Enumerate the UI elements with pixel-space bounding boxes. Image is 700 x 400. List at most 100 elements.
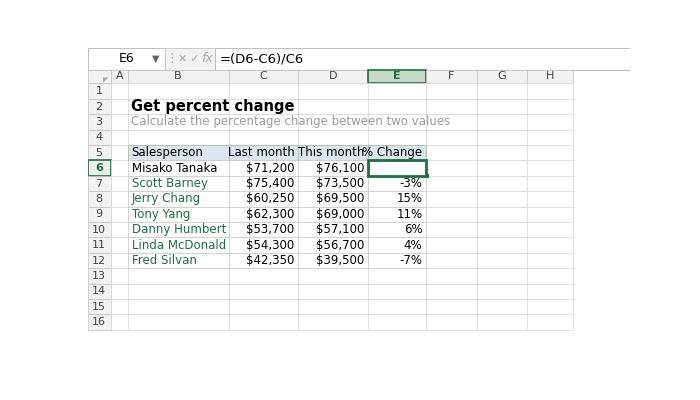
Bar bbox=[88, 176, 111, 191]
Bar bbox=[298, 238, 368, 253]
Bar bbox=[368, 191, 426, 207]
Bar bbox=[128, 145, 228, 160]
Bar bbox=[111, 176, 128, 191]
Text: 13: 13 bbox=[92, 271, 106, 281]
Text: Tony Yang: Tony Yang bbox=[132, 208, 190, 221]
Bar bbox=[128, 160, 228, 176]
Bar bbox=[425, 174, 428, 178]
Bar bbox=[228, 130, 298, 145]
Bar bbox=[128, 145, 228, 160]
Bar bbox=[111, 222, 128, 238]
Bar bbox=[426, 207, 477, 222]
Text: E6: E6 bbox=[118, 52, 134, 65]
Bar bbox=[368, 145, 426, 160]
Bar bbox=[88, 299, 111, 314]
Text: $57,100: $57,100 bbox=[316, 223, 364, 236]
Bar bbox=[128, 207, 228, 222]
Bar bbox=[527, 238, 573, 253]
Bar bbox=[368, 253, 426, 268]
Text: $75,400: $75,400 bbox=[246, 177, 295, 190]
Text: Linda McDonald: Linda McDonald bbox=[132, 239, 226, 252]
Text: This month: This month bbox=[298, 146, 364, 159]
Bar bbox=[128, 191, 228, 207]
Bar bbox=[128, 130, 228, 145]
Bar bbox=[527, 176, 573, 191]
Text: 14: 14 bbox=[92, 286, 106, 296]
Bar bbox=[228, 145, 298, 160]
Bar bbox=[426, 160, 477, 176]
Bar bbox=[368, 238, 426, 253]
Bar bbox=[128, 268, 228, 284]
Bar bbox=[128, 238, 228, 253]
Bar bbox=[228, 253, 298, 268]
Bar bbox=[368, 207, 426, 222]
Bar bbox=[228, 70, 298, 84]
Bar bbox=[298, 176, 368, 191]
Bar bbox=[228, 191, 298, 207]
Bar bbox=[228, 160, 298, 176]
Bar bbox=[111, 284, 128, 299]
Bar bbox=[426, 268, 477, 284]
Text: ▼: ▼ bbox=[152, 54, 160, 64]
Bar bbox=[368, 238, 426, 253]
Text: G: G bbox=[498, 72, 506, 82]
Text: 4: 4 bbox=[96, 132, 103, 142]
Bar bbox=[88, 207, 111, 222]
Bar bbox=[228, 145, 298, 160]
Bar bbox=[527, 145, 573, 160]
Bar bbox=[298, 130, 368, 145]
Bar bbox=[368, 268, 426, 284]
Bar bbox=[477, 114, 527, 130]
Bar bbox=[111, 191, 128, 207]
Bar bbox=[477, 253, 527, 268]
Bar bbox=[477, 238, 527, 253]
Text: H: H bbox=[546, 72, 554, 82]
Bar bbox=[88, 145, 111, 160]
Bar bbox=[111, 238, 128, 253]
Text: Fred Silvan: Fred Silvan bbox=[132, 254, 197, 267]
Bar bbox=[216, 48, 630, 70]
Bar bbox=[368, 70, 426, 84]
Text: 11%: 11% bbox=[396, 208, 422, 221]
Bar bbox=[527, 160, 573, 176]
Bar bbox=[426, 176, 477, 191]
Bar bbox=[368, 222, 426, 238]
Text: $62,300: $62,300 bbox=[246, 208, 295, 221]
Text: Last month: Last month bbox=[228, 146, 295, 159]
Bar bbox=[88, 268, 111, 284]
Bar bbox=[228, 176, 298, 191]
Bar bbox=[111, 130, 128, 145]
Bar bbox=[228, 284, 298, 299]
Bar bbox=[298, 145, 368, 160]
Bar bbox=[368, 284, 426, 299]
Bar bbox=[128, 222, 228, 238]
Bar bbox=[527, 84, 573, 99]
Text: 9: 9 bbox=[96, 209, 103, 219]
Bar bbox=[298, 299, 368, 314]
Bar bbox=[228, 207, 298, 222]
Bar bbox=[128, 191, 228, 207]
Bar bbox=[128, 253, 228, 268]
Bar bbox=[111, 84, 128, 99]
Bar bbox=[477, 145, 527, 160]
Bar bbox=[368, 145, 426, 160]
Bar bbox=[426, 191, 477, 207]
Bar bbox=[228, 299, 298, 314]
Bar bbox=[527, 314, 573, 330]
Text: 3: 3 bbox=[96, 117, 103, 127]
Text: Misako Tanaka: Misako Tanaka bbox=[132, 162, 217, 175]
Text: B: B bbox=[174, 72, 182, 82]
Bar bbox=[111, 160, 128, 176]
Bar bbox=[527, 268, 573, 284]
Bar bbox=[111, 145, 128, 160]
Bar bbox=[368, 299, 426, 314]
Bar bbox=[128, 99, 228, 114]
Bar bbox=[128, 253, 228, 268]
Bar bbox=[426, 130, 477, 145]
Bar bbox=[228, 191, 298, 207]
Bar bbox=[88, 191, 111, 207]
Bar bbox=[128, 207, 228, 222]
Bar bbox=[527, 299, 573, 314]
Text: $42,350: $42,350 bbox=[246, 254, 295, 267]
Bar bbox=[228, 222, 298, 238]
